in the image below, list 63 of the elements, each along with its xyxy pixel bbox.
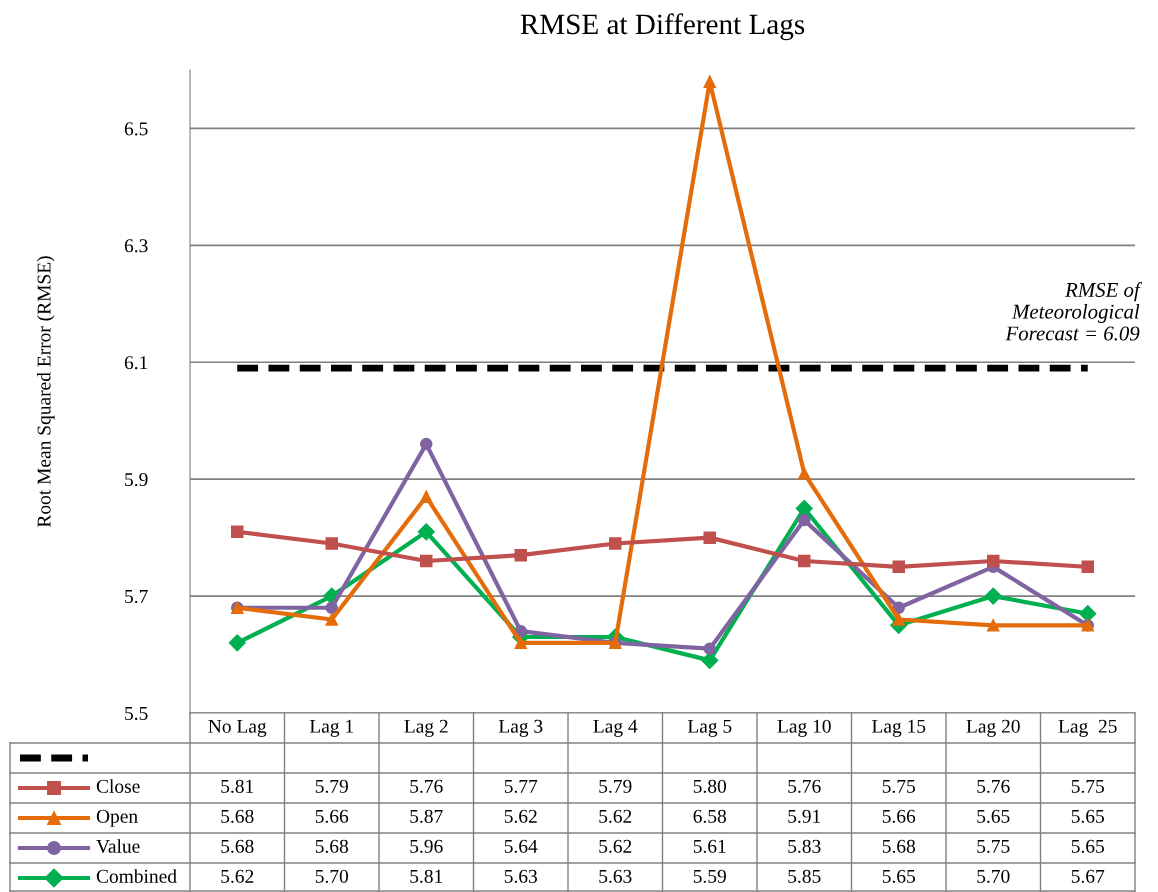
data-label: 5.68 xyxy=(221,839,254,853)
y-axis-title: Root Mean Squared Error (RMSE) xyxy=(36,256,55,528)
data-label: 5.76 xyxy=(977,779,1010,793)
data-label: 5.83 xyxy=(788,839,821,853)
data-label: 5.80 xyxy=(693,779,727,793)
data-label: 5.65 xyxy=(977,809,1010,823)
x-tick-label: Lag 10 xyxy=(777,719,831,737)
data-label: 5.85 xyxy=(788,869,821,883)
x-tick-label: Lag 4 xyxy=(593,719,638,737)
y-tick-label: 5.5 xyxy=(125,707,148,721)
x-tick-label: Lag 1 xyxy=(309,719,353,737)
data-label: 5.96 xyxy=(410,839,443,853)
y-tick-label: 5.9 xyxy=(125,473,148,487)
data-label: 5.68 xyxy=(221,809,254,823)
data-label: 6.58 xyxy=(693,809,727,823)
data-label: 5.76 xyxy=(788,779,821,793)
data-label: 5.67 xyxy=(1071,869,1105,883)
data-label: 5.75 xyxy=(1071,779,1104,793)
data-label: 5.61 xyxy=(693,839,726,853)
legend-label: Open xyxy=(96,809,138,827)
data-label: 5.77 xyxy=(504,779,538,793)
data-label: 5.62 xyxy=(599,809,632,823)
data-label: 5.65 xyxy=(1071,839,1104,853)
data-label: 5.66 xyxy=(315,809,349,823)
y-tick-label: 6.1 xyxy=(124,356,148,370)
data-label: 5.79 xyxy=(315,779,348,793)
data-label: 5.66 xyxy=(882,809,916,823)
legend-label: Close xyxy=(96,779,140,793)
data-label: 5.75 xyxy=(977,839,1010,853)
data-label: 5.68 xyxy=(882,839,916,853)
data-label: 5.59 xyxy=(693,869,726,883)
x-tick-label: Lag 3 xyxy=(498,719,543,737)
y-tick-label: 6.3 xyxy=(124,239,148,253)
chart-title: RMSE at Different Lags xyxy=(520,13,805,41)
x-tick-label: Lag 20 xyxy=(966,719,1020,737)
data-label: 5.79 xyxy=(599,779,632,793)
data-label: 5.81 xyxy=(221,779,254,793)
y-tick-label: 6.5 xyxy=(124,122,148,136)
data-label: 5.75 xyxy=(882,779,915,793)
y-tick-label: 5.7 xyxy=(125,590,148,604)
x-tick-label: Lag 2 xyxy=(404,719,448,737)
data-label: 5.62 xyxy=(599,839,632,853)
data-label: 5.63 xyxy=(504,869,537,883)
data-label: 5.76 xyxy=(410,779,443,793)
data-label: 5.87 xyxy=(410,809,443,823)
x-tick-label: Lag 15 xyxy=(872,719,926,737)
data-label: 5.62 xyxy=(504,809,537,823)
data-label: 5.65 xyxy=(882,869,915,883)
data-label: 5.81 xyxy=(410,869,443,883)
data-label: 5.70 xyxy=(315,869,349,883)
x-tick-label: Lag 5 xyxy=(687,719,732,737)
x-tick-label: No Lag xyxy=(208,719,267,737)
data-label: 5.68 xyxy=(315,839,349,853)
legend-label: Value xyxy=(96,839,140,853)
legend-label: Combined xyxy=(96,869,177,883)
ref-line-label: RMSE of Meteorological Forecast = 6.09 xyxy=(1005,282,1143,341)
data-label: 5.70 xyxy=(977,869,1010,883)
data-label: 5.62 xyxy=(221,869,254,883)
data-label: 5.91 xyxy=(788,809,821,823)
data-label: 5.64 xyxy=(504,839,538,853)
data-label: 5.63 xyxy=(599,869,632,883)
data-label: 5.65 xyxy=(1071,809,1104,823)
x-tick-label: Lag 25 xyxy=(1058,719,1117,737)
